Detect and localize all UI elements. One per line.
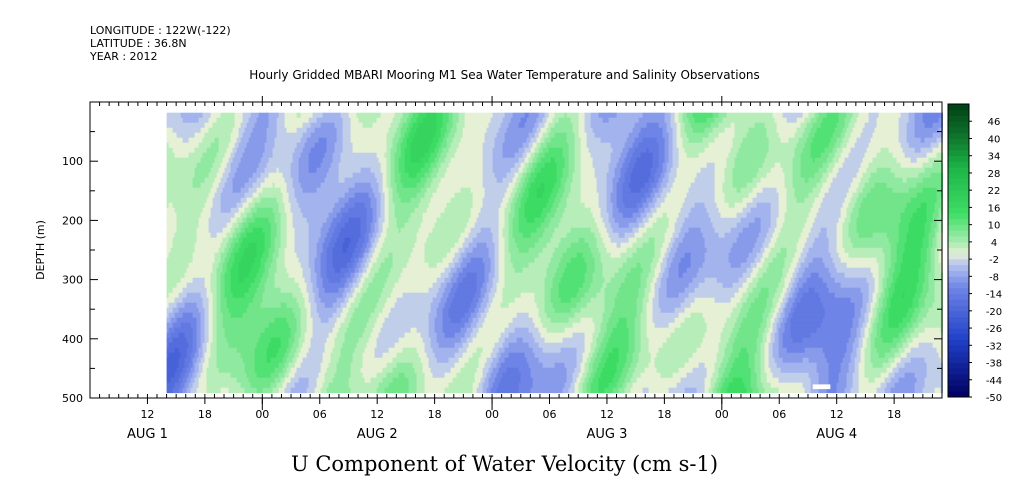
- latitude-label: LATITUDE : 36.8N: [90, 37, 187, 50]
- colorbar-frame: [947, 103, 970, 398]
- colorbar-label: 46: [988, 117, 1001, 128]
- x-tick-label: 18: [428, 408, 442, 421]
- y-axis-title: DEPTH (m): [34, 220, 47, 280]
- y-tick-label: 100: [62, 155, 83, 168]
- colorbar-label: 22: [988, 186, 1001, 197]
- x-tick-label: 00: [485, 408, 499, 421]
- x-tick-label: 18: [887, 408, 901, 421]
- colorbar-label: -20: [986, 307, 1002, 318]
- x-tick-label: 00: [715, 408, 729, 421]
- x-day-label: AUG 1: [127, 427, 168, 442]
- colorbar-label: 4: [991, 238, 997, 249]
- colorbar-label: 10: [988, 221, 1001, 232]
- longitude-label: LONGITUDE : 122W(-122): [90, 24, 231, 37]
- velocity-field: [166, 112, 943, 394]
- y-tick-label: 200: [62, 214, 83, 227]
- y-tick-label: 500: [62, 392, 83, 405]
- missing-data-patch: [812, 384, 831, 390]
- x-tick-label: 12: [140, 408, 154, 421]
- chart-title: Hourly Gridded MBARI Mooring M1 Sea Wate…: [0, 68, 1009, 82]
- x-tick-label: 06: [543, 408, 557, 421]
- x-day-label: AUG 2: [357, 427, 398, 442]
- x-tick-label: 12: [600, 408, 614, 421]
- colorbar-label: -2: [989, 255, 999, 266]
- colorbar-label: 34: [988, 152, 1001, 163]
- x-tick-label: 06: [313, 408, 327, 421]
- x-tick-label: 12: [370, 408, 384, 421]
- colorbar-label: 28: [988, 169, 1001, 180]
- x-tick-label: 12: [830, 408, 844, 421]
- x-tick-label: 00: [255, 408, 269, 421]
- x-axis-title: U Component of Water Velocity (cm s-1): [0, 452, 1009, 476]
- x-tick-label: 18: [657, 408, 671, 421]
- x-tick-label: 18: [198, 408, 212, 421]
- y-tick-label: 400: [62, 333, 83, 346]
- colorbar-label: 40: [988, 134, 1001, 145]
- x-day-label: AUG 4: [816, 427, 857, 442]
- colorbar-label: 16: [988, 203, 1001, 214]
- colorbar-label: -32: [986, 341, 1002, 352]
- colorbar-label: -8: [989, 272, 999, 283]
- y-tick-label: 300: [62, 274, 83, 287]
- colorbar-label: -38: [986, 359, 1002, 370]
- x-day-label: AUG 3: [586, 427, 627, 442]
- colorbar-label: -26: [986, 324, 1002, 335]
- year-label: YEAR : 2012: [90, 50, 158, 63]
- colorbar-label: -44: [986, 376, 1002, 387]
- colorbar: [948, 104, 969, 398]
- colorbar-label: -14: [986, 290, 1002, 301]
- x-tick-label: 06: [772, 408, 786, 421]
- colorbar-label: -50: [986, 393, 1002, 404]
